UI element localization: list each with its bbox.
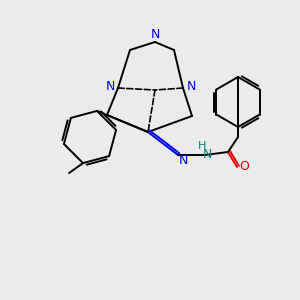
Text: O: O bbox=[239, 160, 249, 172]
Text: N: N bbox=[105, 80, 115, 94]
Text: N: N bbox=[178, 154, 188, 167]
Text: N: N bbox=[186, 80, 196, 94]
Text: N: N bbox=[202, 148, 212, 160]
Text: N: N bbox=[150, 28, 160, 41]
Text: H: H bbox=[198, 141, 206, 151]
